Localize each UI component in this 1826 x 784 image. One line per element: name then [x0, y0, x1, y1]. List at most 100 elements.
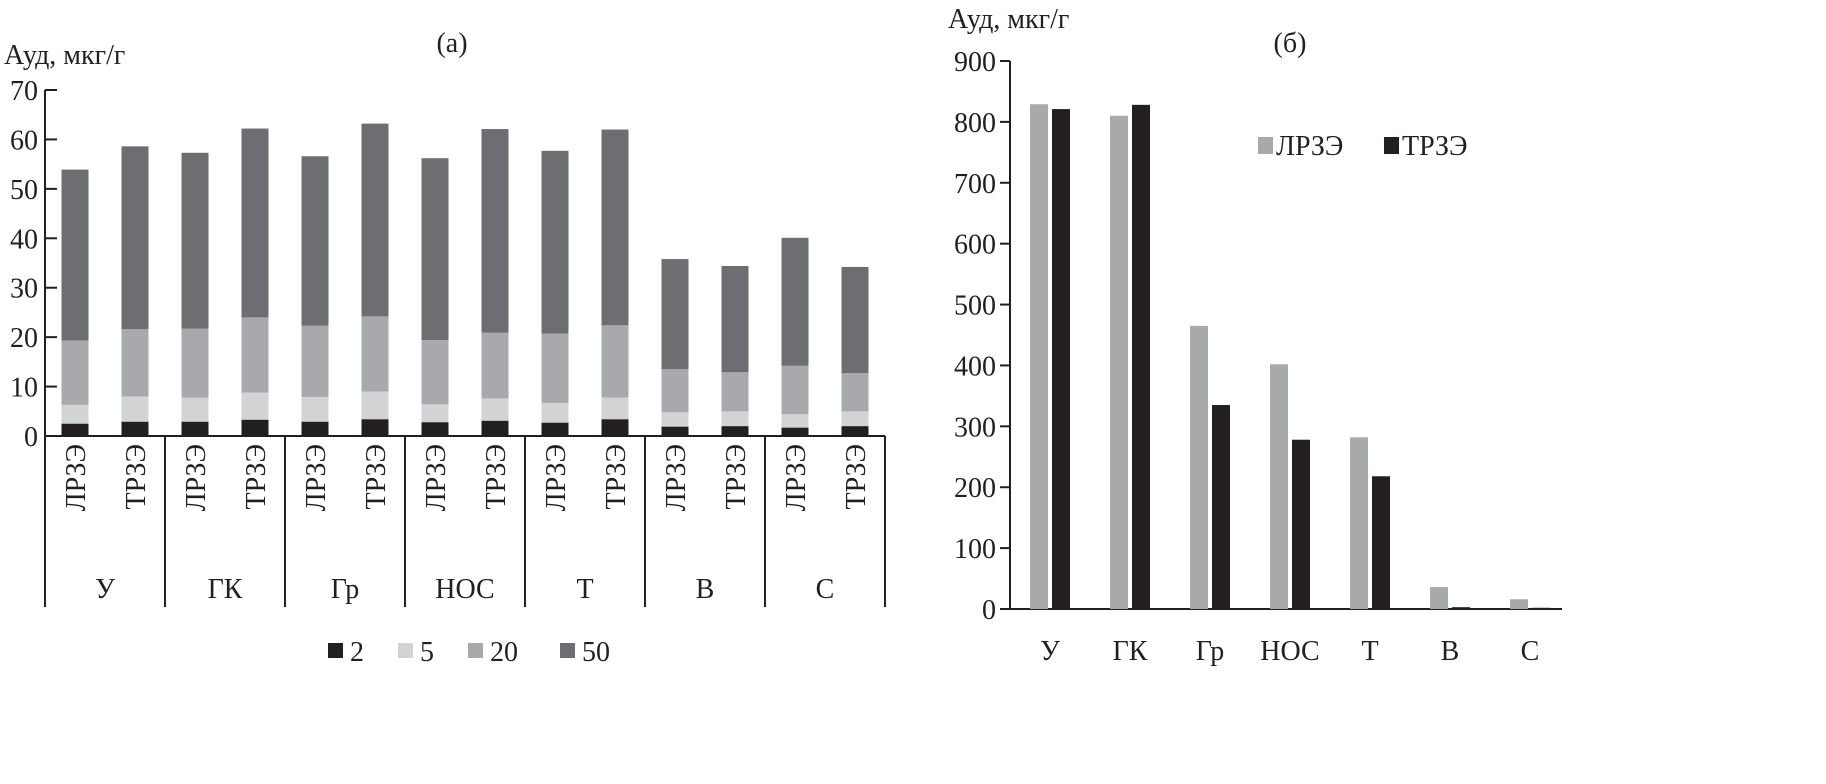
bar-segment-20 — [121, 329, 149, 397]
sub-category-label: ЛРЗЭ — [541, 444, 572, 511]
bar-segment-20 — [661, 369, 689, 413]
sub-category-label: ТРЗЭ — [841, 444, 872, 510]
chart-a-title: (а) — [436, 28, 467, 59]
sub-category-label: ЛРЗЭ — [661, 444, 692, 511]
bar-ТРЗЭ — [1372, 476, 1390, 609]
bar-segment-2 — [661, 426, 689, 436]
group-label: У — [95, 574, 115, 605]
bar-segment-50 — [661, 259, 689, 370]
x-tick-label: С — [1521, 636, 1540, 667]
sub-category-label: ЛРЗЭ — [781, 444, 812, 511]
bar-ЛРЗЭ — [1430, 587, 1448, 609]
bar-segment-5 — [421, 404, 449, 423]
bar-segment-20 — [721, 372, 749, 412]
bar-ТРЗЭ — [1132, 104, 1150, 609]
bar-segment-20 — [421, 340, 449, 405]
y-tick-label: 0 — [24, 422, 38, 453]
y-tick-label: 700 — [954, 169, 996, 200]
bar-segment-20 — [241, 317, 269, 393]
bar-segment-2 — [721, 426, 749, 436]
legend-swatch — [398, 643, 413, 658]
sub-category-label: ТРЗЭ — [121, 444, 152, 510]
bar-segment-2 — [361, 419, 389, 436]
group-label: Т — [576, 574, 593, 605]
sub-category-label: ТРЗЭ — [601, 444, 632, 510]
y-tick-label: 800 — [954, 108, 996, 139]
y-tick-label: 200 — [954, 473, 996, 504]
bar-segment-5 — [481, 398, 509, 421]
y-tick-label: 900 — [954, 47, 996, 78]
sub-category-label: ЛРЗЭ — [301, 444, 332, 511]
bar-segment-5 — [841, 411, 869, 427]
chart-b-title: (б) — [1274, 28, 1307, 59]
bar-segment-50 — [241, 128, 269, 318]
legend-swatch — [560, 643, 575, 658]
x-tick-label: ГК — [1113, 636, 1148, 667]
bar-ТРЗЭ — [1452, 607, 1470, 609]
y-tick-label: 500 — [954, 291, 996, 322]
bar-segment-20 — [601, 325, 629, 398]
bar-segment-2 — [601, 419, 629, 436]
bar-segment-50 — [121, 146, 149, 330]
legend-swatch — [1384, 137, 1399, 154]
bar-segment-2 — [541, 422, 569, 436]
bar-segment-20 — [841, 373, 869, 412]
bar-ТРЗЭ — [1532, 607, 1550, 609]
bar-segment-50 — [361, 123, 389, 317]
chart-b-ylabel: Ауд, мкг/г — [948, 4, 1069, 35]
legend-label: ТРЗЭ — [1402, 131, 1468, 162]
group-label: НОС — [435, 574, 494, 605]
bar-segment-5 — [61, 404, 89, 424]
bar-segment-5 — [301, 396, 329, 422]
chart-b: (б) Ауд, мкг/г 0 100 200 300 400 500 600 700 800… — [948, 4, 1562, 667]
legend-swatch — [1258, 137, 1273, 154]
bar-segment-20 — [361, 316, 389, 392]
y-tick-label: 400 — [954, 351, 996, 382]
bar-segment-5 — [721, 411, 749, 427]
y-tick-label: 40 — [10, 224, 38, 255]
bar-segment-50 — [481, 129, 509, 333]
bar-segment-50 — [61, 169, 89, 341]
bar-segment-2 — [301, 421, 329, 436]
y-tick-label: 600 — [954, 230, 996, 261]
y-tick-label: 10 — [10, 373, 38, 404]
bar-segment-2 — [241, 419, 269, 436]
bar-ЛРЗЭ — [1510, 599, 1528, 609]
bar-segment-5 — [661, 412, 689, 427]
bar-segment-50 — [781, 237, 809, 366]
bar-segment-2 — [121, 421, 149, 436]
bar-segment-2 — [61, 423, 89, 436]
bar-ЛРЗЭ — [1350, 437, 1368, 609]
bar-segment-2 — [781, 427, 809, 436]
bar-segment-20 — [61, 340, 89, 405]
y-tick-label: 60 — [10, 125, 38, 156]
bar-segment-5 — [601, 397, 629, 420]
legend-swatch — [328, 643, 343, 658]
group-label: В — [696, 574, 715, 605]
sub-category-label: ТРЗЭ — [721, 444, 752, 510]
bar-segment-50 — [421, 158, 449, 341]
bar-segment-20 — [181, 328, 209, 398]
bar-ЛРЗЭ — [1190, 325, 1208, 609]
sub-category-label: ТРЗЭ — [241, 444, 272, 510]
bar-segment-50 — [301, 156, 329, 326]
bar-segment-2 — [481, 420, 509, 436]
legend-label: 50 — [582, 637, 610, 668]
y-tick-label: 0 — [982, 595, 996, 626]
x-tick-label: НОС — [1260, 636, 1319, 667]
x-tick-label: Т — [1361, 636, 1378, 667]
sub-category-label: ЛРЗЭ — [181, 444, 212, 511]
legend-label: 5 — [420, 637, 434, 668]
bar-segment-20 — [781, 365, 809, 415]
bar-segment-5 — [241, 392, 269, 420]
bar-segment-5 — [181, 397, 209, 422]
sub-category-label: ЛРЗЭ — [61, 444, 92, 511]
x-tick-label: Гр — [1196, 636, 1224, 667]
bar-segment-2 — [181, 421, 209, 436]
chart-a: (а) Ауд, мкг/г 0 10 20 30 40 50 60 70 У ЛРЗЭ ТРЗЭ Г… — [4, 28, 886, 668]
bar-ТРЗЭ — [1292, 439, 1310, 609]
bar-segment-50 — [841, 266, 869, 374]
group-label: Гр — [331, 574, 359, 605]
bar-segment-20 — [301, 325, 329, 397]
